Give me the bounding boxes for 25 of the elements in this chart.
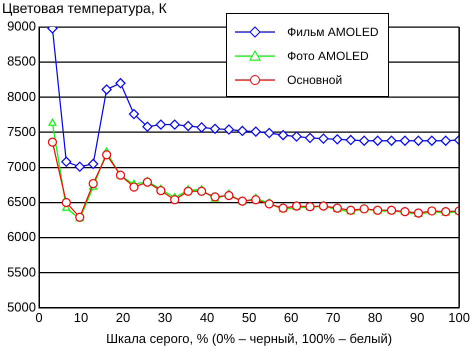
y-tick-label: 5000	[7, 299, 36, 314]
legend-label: Фото AMOLED	[287, 49, 369, 63]
x-tick-label: 20	[116, 310, 130, 326]
y-axis-title: Цветовая температура, К	[2, 0, 167, 16]
y-tick-label: 5500	[7, 264, 36, 280]
y-tick-label: 7000	[7, 158, 36, 174]
y-tick-label: 6500	[7, 194, 36, 210]
x-tick-label: 100	[448, 310, 470, 326]
x-tick-label: 30	[158, 310, 172, 326]
x-tick-label: 50	[242, 310, 256, 326]
x-tick-label: 0	[35, 310, 43, 326]
y-tick-label: 6000	[7, 229, 36, 244]
y-tick-label: 8000	[7, 88, 36, 104]
x-tick-label: 90	[410, 310, 424, 326]
x-tick-label: 10	[74, 310, 88, 326]
y-tick-label: 8500	[7, 54, 36, 69]
legend-label: Основной	[287, 73, 342, 87]
x-tick-label: 80	[368, 310, 382, 326]
x-tick-label: 40	[200, 310, 214, 326]
legend-label: Фильм AMOLED	[287, 25, 378, 39]
x-tick-label: 60	[284, 310, 298, 326]
y-tick-label: 9000	[7, 18, 36, 34]
y-tick-label: 7500	[7, 124, 36, 139]
x-axis-title: Шкала серого, % (0% – черный, 100% – белый)	[106, 330, 392, 346]
x-tick-label: 70	[326, 310, 340, 326]
